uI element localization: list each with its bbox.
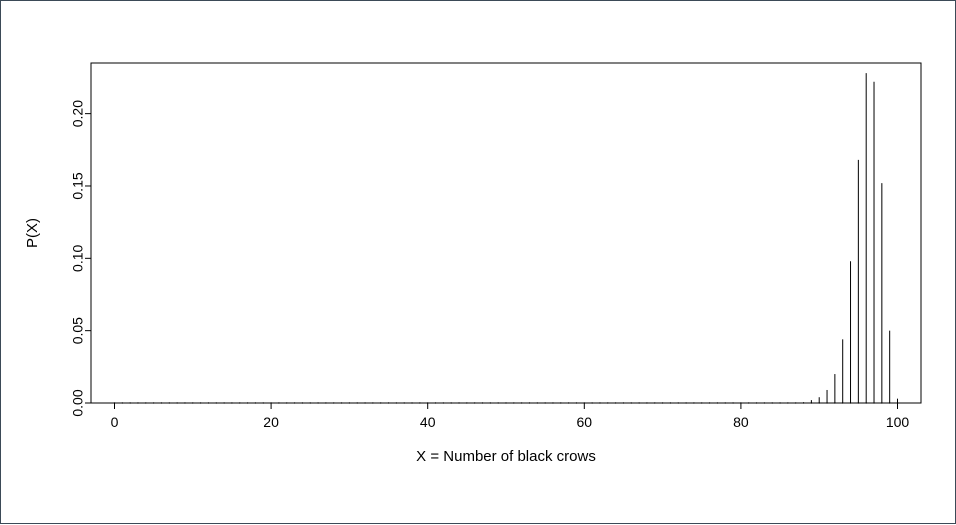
x-tick-label: 100: [886, 414, 910, 430]
x-tick-label: 20: [263, 414, 279, 430]
y-axis-label: P(X): [24, 218, 41, 248]
x-tick-label: 80: [733, 414, 749, 430]
zero-baseline-dots: [114, 402, 898, 403]
x-tick-label: 40: [420, 414, 436, 430]
plot-box: [91, 63, 921, 403]
x-axis-label: X = Number of black crows: [416, 448, 596, 465]
y-tick-label: 0.20: [70, 100, 86, 127]
x-tick-label: 60: [577, 414, 593, 430]
probability-histogram: 0 20 40 60 80 100 0.00 0.05 0.10 0.15 0.20 X = Numb…: [1, 1, 956, 525]
y-tick-label: 0.15: [70, 172, 86, 199]
y-tick-label: 0.00: [70, 389, 86, 416]
outer-frame: 0 20 40 60 80 100 0.00 0.05 0.10 0.15 0.20 X = Numb…: [0, 0, 956, 524]
y-tick-label: 0.05: [70, 317, 86, 344]
y-tick-label: 0.10: [70, 244, 86, 271]
x-tick-label: 0: [111, 414, 119, 430]
